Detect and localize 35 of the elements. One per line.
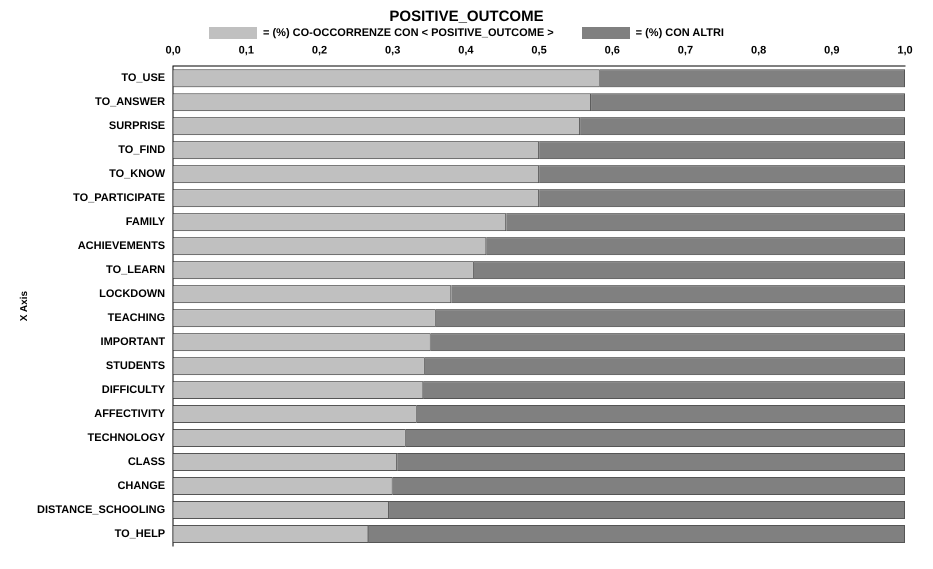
x-tick-label: 0,8 — [750, 44, 766, 57]
y-tick-label: TO_HELP — [114, 528, 166, 540]
y-tick-label: DISTANCE_SCHOOLING — [37, 504, 166, 516]
x-tick-label: 0,6 — [604, 44, 620, 57]
x-tick-label: 0,5 — [531, 44, 547, 57]
y-tick-label: CLASS — [128, 456, 166, 468]
y-tick-label: STUDENTS — [106, 360, 166, 372]
chart-title: POSITIVE_OUTCOME — [388, 8, 545, 25]
x-tick-label: 0,2 — [312, 44, 328, 57]
y-tick-label: FAMILY — [126, 216, 166, 228]
x-tick-label: 1,0 — [897, 44, 913, 57]
y-tick-label: TO_FIND — [118, 144, 166, 156]
y-tick-label: AFFECTIVITY — [94, 408, 166, 420]
y-tick-label: TO_LEARN — [106, 264, 166, 276]
x-tick-label: 0,3 — [385, 44, 400, 57]
y-tick-label: CHANGE — [117, 480, 166, 492]
y-tick-label: LOCKDOWN — [99, 288, 166, 300]
legend-label: = (%) CON ALTRI — [636, 27, 724, 39]
y-tick-label: IMPORTANT — [100, 336, 166, 348]
x-tick-label: 0,9 — [824, 44, 840, 57]
y-tick-label: TEACHING — [108, 312, 166, 324]
y-tick-label: ACHIEVEMENTS — [78, 240, 166, 252]
y-tick-label: TO_KNOW — [109, 168, 166, 180]
y-tick-label: TECHNOLOGY — [88, 432, 166, 444]
y-tick-label: TO_ANSWER — [95, 96, 166, 108]
y-tick-label: DIFFICULTY — [102, 384, 166, 396]
x-tick-label: 0,0 — [165, 44, 181, 57]
x-tick-label: 0,7 — [678, 44, 694, 57]
x-tick-label: 0,1 — [238, 44, 254, 57]
y-tick-label: TO_PARTICIPATE — [73, 192, 166, 204]
y-tick-label: TO_USE — [121, 72, 166, 84]
y-tick-label: SURPRISE — [108, 120, 166, 132]
x-tick-label: 0,4 — [458, 44, 474, 57]
legend-label: = (%) CO-OCCORRENZE CON < POSITIVE_OUTCOME > — [263, 27, 554, 39]
y-axis-title: X Axis — [18, 290, 30, 322]
